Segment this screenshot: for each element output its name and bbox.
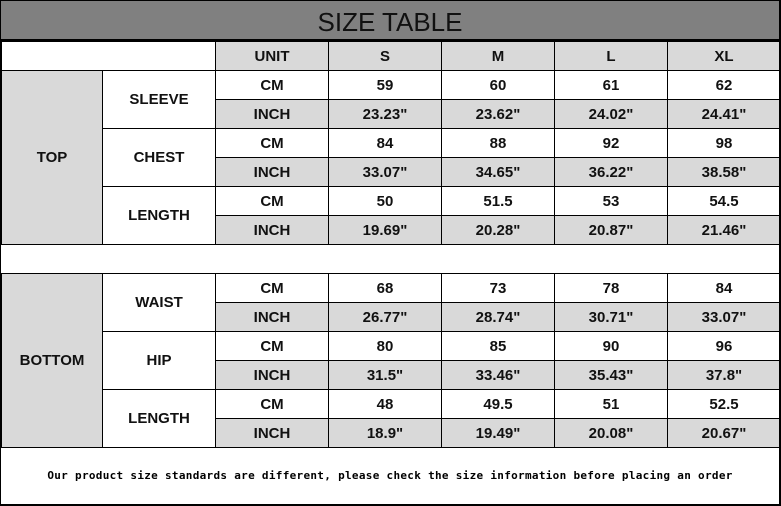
measure-label: WAIST: [102, 273, 216, 332]
value-cell: 24.41": [667, 99, 779, 129]
value-cell: 61: [554, 70, 668, 100]
table-row: LENGTH CM 48 49.5 51 52.5: [2, 389, 779, 448]
unit-cell: CM: [215, 186, 329, 216]
size-table: UNIT S M L XL TOP SLEEVE CM 59 60 61 62 INCH 23.23" 23…: [1, 41, 779, 448]
unit-cell: INCH: [215, 360, 329, 390]
value-cell: 84: [328, 128, 442, 158]
value-cell: 37.8": [667, 360, 779, 390]
value-cell: 53: [554, 186, 668, 216]
size-header-l: L: [554, 41, 668, 71]
spacer-cell: [1, 244, 779, 274]
header-row: UNIT S M L XL: [1, 41, 779, 71]
table-row: INCH 31.5" 33.46" 35.43" 37.8": [2, 360, 779, 390]
value-cell: 28.74": [441, 302, 555, 332]
value-cell: 48: [328, 389, 442, 419]
value-cell: 33.07": [328, 157, 442, 187]
value-cell: 30.71": [554, 302, 668, 332]
table-row: INCH 33.07" 34.65" 36.22" 38.58": [2, 157, 779, 187]
measure-label: LENGTH: [102, 186, 216, 245]
table-row: INCH 19.69" 20.28" 20.87" 21.46": [2, 215, 779, 245]
measure-label: LENGTH: [102, 389, 216, 448]
value-cell: 51.5: [441, 186, 555, 216]
value-cell: 18.9": [328, 418, 442, 448]
value-cell: 98: [667, 128, 779, 158]
table-row: CHEST CM 84 88 92 98: [2, 128, 779, 187]
size-header-m: M: [441, 41, 555, 71]
value-cell: 90: [554, 331, 668, 361]
size-header-xl: XL: [667, 41, 779, 71]
value-cell: 51: [554, 389, 668, 419]
unit-cell: INCH: [215, 215, 329, 245]
value-cell: 50: [328, 186, 442, 216]
value-cell: 23.62": [441, 99, 555, 129]
unit-cell: INCH: [215, 157, 329, 187]
value-cell: 33.07": [667, 302, 779, 332]
value-cell: 19.69": [328, 215, 442, 245]
value-cell: 80: [328, 331, 442, 361]
value-cell: 34.65": [441, 157, 555, 187]
table-row: TOP SLEEVE CM 59 60 61 62: [1, 70, 779, 245]
table-row: HIP CM 80 85 90 96: [2, 331, 779, 390]
size-header-s: S: [328, 41, 442, 71]
value-cell: 36.22": [554, 157, 668, 187]
value-cell: 20.67": [667, 418, 779, 448]
unit-cell: CM: [215, 128, 329, 158]
value-cell: 62: [667, 70, 779, 100]
value-cell: 20.28": [441, 215, 555, 245]
value-cell: 24.02": [554, 99, 668, 129]
section-label: TOP: [1, 70, 103, 245]
measure-label: HIP: [102, 331, 216, 390]
table-row: INCH 23.23" 23.62" 24.02" 24.41": [2, 99, 779, 129]
unit-cell: INCH: [215, 302, 329, 332]
value-cell: 52.5: [667, 389, 779, 419]
value-cell: 84: [667, 273, 779, 303]
value-cell: 78: [554, 273, 668, 303]
value-cell: 19.49": [441, 418, 555, 448]
value-cell: 60: [441, 70, 555, 100]
table-row: INCH 18.9" 19.49" 20.08" 20.67": [2, 418, 779, 448]
value-cell: 31.5": [328, 360, 442, 390]
value-cell: 96: [667, 331, 779, 361]
value-cell: 49.5: [441, 389, 555, 419]
value-cell: 38.58": [667, 157, 779, 187]
value-cell: 54.5: [667, 186, 779, 216]
table-title: SIZE TABLE: [1, 1, 779, 41]
value-cell: 26.77": [328, 302, 442, 332]
value-cell: 88: [441, 128, 555, 158]
measure-label: SLEEVE: [102, 70, 216, 129]
unit-cell: CM: [215, 389, 329, 419]
value-cell: 35.43": [554, 360, 668, 390]
value-cell: 68: [328, 273, 442, 303]
measure-label: CHEST: [102, 128, 216, 187]
table-row: BOTTOM WAIST CM 68 73 78 84: [1, 273, 779, 448]
table-row: LENGTH CM 50 51.5 53 54.5: [2, 186, 779, 245]
value-cell: 20.08": [554, 418, 668, 448]
unit-cell: CM: [215, 273, 329, 303]
value-cell: 85: [441, 331, 555, 361]
value-cell: 33.46": [441, 360, 555, 390]
footer-note: Our product size standards are different…: [47, 469, 733, 482]
value-cell: 23.23": [328, 99, 442, 129]
corner-cell: [1, 41, 216, 71]
section-label: BOTTOM: [1, 273, 103, 448]
unit-cell: INCH: [215, 418, 329, 448]
value-cell: 20.87": [554, 215, 668, 245]
value-cell: 73: [441, 273, 555, 303]
unit-cell: INCH: [215, 99, 329, 129]
unit-header: UNIT: [215, 41, 329, 71]
unit-cell: CM: [215, 331, 329, 361]
unit-cell: CM: [215, 70, 329, 100]
value-cell: 21.46": [667, 215, 779, 245]
value-cell: 92: [554, 128, 668, 158]
spacer-row: [1, 244, 779, 274]
value-cell: 59: [328, 70, 442, 100]
